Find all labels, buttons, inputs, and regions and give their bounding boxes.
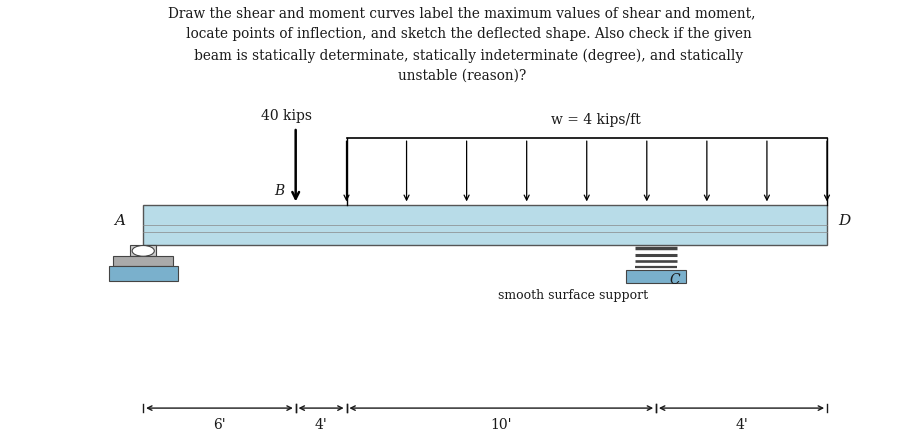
Bar xyxy=(626,270,686,283)
Text: 4': 4' xyxy=(315,418,327,432)
Text: A: A xyxy=(114,214,125,228)
Text: 4': 4' xyxy=(736,418,748,432)
Text: D: D xyxy=(838,214,850,228)
Text: smooth surface support: smooth surface support xyxy=(498,289,648,302)
Text: 40 kips: 40 kips xyxy=(261,109,312,123)
Bar xyxy=(130,245,156,256)
Bar xyxy=(109,266,177,281)
Bar xyxy=(143,205,827,245)
Text: w = 4 kips/ft: w = 4 kips/ft xyxy=(551,113,641,127)
Text: 10': 10' xyxy=(491,418,512,432)
Text: 6': 6' xyxy=(213,418,225,432)
Text: B: B xyxy=(274,185,285,198)
Bar xyxy=(113,256,174,266)
Text: Draw the shear and moment curves label the maximum values of shear and moment,
 : Draw the shear and moment curves label t… xyxy=(168,7,756,83)
Circle shape xyxy=(132,245,154,256)
Text: C: C xyxy=(670,273,680,286)
